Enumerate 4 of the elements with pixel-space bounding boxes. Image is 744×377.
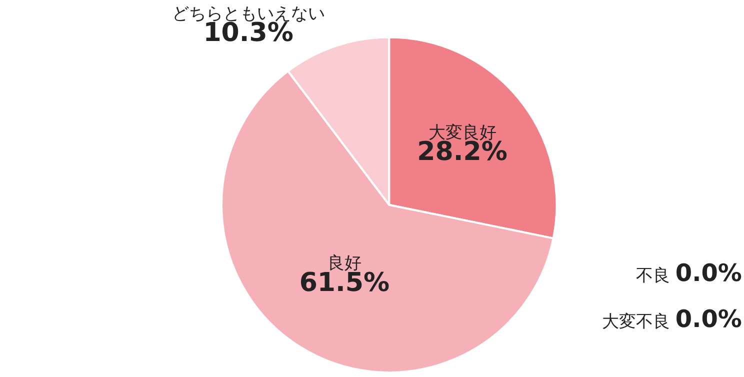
category-label: 大変不良 bbox=[602, 312, 670, 332]
text: 0.0% bbox=[675, 259, 742, 287]
text: 0.0% bbox=[675, 305, 742, 333]
category-label: 不良 bbox=[636, 266, 670, 286]
